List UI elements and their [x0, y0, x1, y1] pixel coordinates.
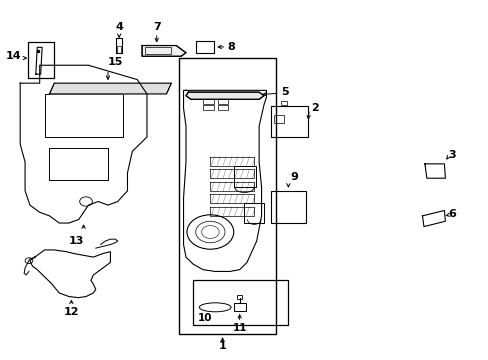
Bar	[217, 99, 228, 104]
Bar	[233, 303, 245, 311]
Bar	[49, 148, 108, 180]
Bar	[281, 101, 286, 105]
Text: 10: 10	[198, 313, 212, 323]
Text: 12: 12	[63, 307, 79, 317]
Bar	[116, 39, 122, 53]
Bar	[193, 280, 288, 325]
Text: 1: 1	[218, 341, 226, 351]
Text: 4: 4	[115, 22, 123, 32]
Bar	[244, 203, 264, 223]
Text: 2: 2	[310, 103, 318, 113]
Bar	[271, 191, 306, 223]
Bar	[44, 94, 122, 137]
Text: 13: 13	[68, 235, 84, 246]
Text: 8: 8	[227, 42, 235, 52]
Bar	[117, 46, 121, 53]
Bar	[217, 105, 228, 110]
Text: 6: 6	[447, 209, 455, 219]
Bar	[27, 42, 54, 78]
Text: 3: 3	[447, 150, 455, 160]
Polygon shape	[142, 45, 185, 56]
Text: 14: 14	[5, 51, 21, 61]
Bar	[271, 107, 307, 137]
Bar	[203, 105, 213, 110]
Text: 5: 5	[281, 87, 288, 97]
Bar	[203, 99, 213, 104]
Bar	[237, 296, 242, 299]
Bar	[144, 47, 171, 54]
Polygon shape	[49, 83, 171, 94]
Text: 11: 11	[232, 323, 246, 333]
Bar	[233, 166, 255, 187]
Text: 7: 7	[153, 22, 160, 32]
Text: 9: 9	[290, 172, 298, 182]
Bar	[273, 115, 284, 123]
Bar	[178, 58, 276, 334]
Text: 15: 15	[107, 57, 122, 67]
Bar	[195, 41, 214, 53]
Polygon shape	[185, 92, 264, 99]
